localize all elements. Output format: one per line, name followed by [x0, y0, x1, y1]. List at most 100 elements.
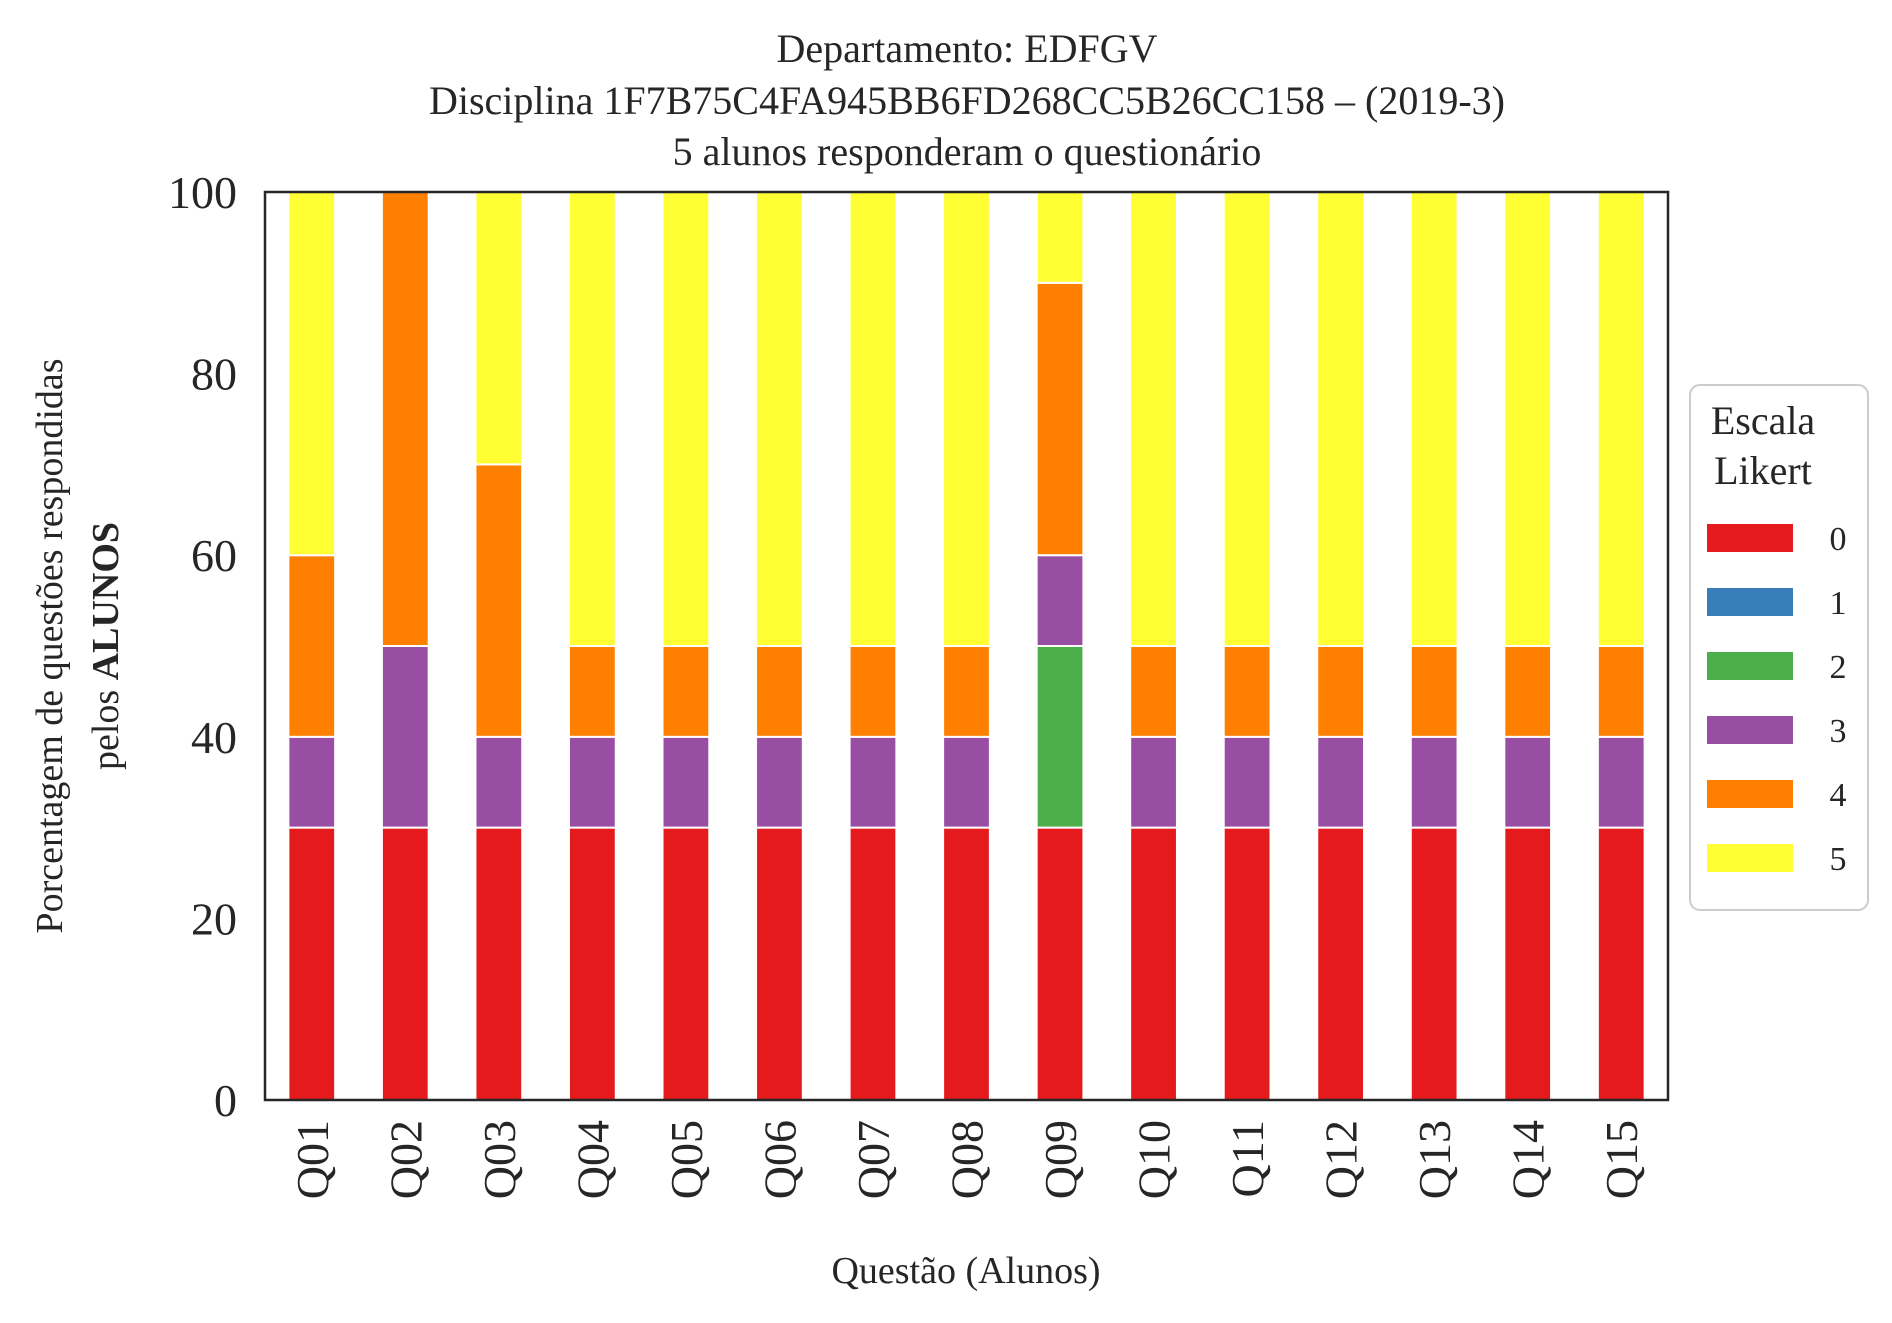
bar-Q11-level-3	[1222, 735, 1272, 829]
bar-Q14-level-4	[1503, 645, 1553, 738]
x-tick-label: Q06	[754, 1120, 805, 1199]
bar-Q15-level-5	[1596, 191, 1646, 647]
x-tick-label: Q13	[1409, 1120, 1460, 1199]
bar-Q10-level-0	[1129, 826, 1178, 1101]
bar-Q12-level-0	[1316, 826, 1366, 1101]
bar-Q13-level-5	[1409, 191, 1459, 647]
bar-Q09-level-3	[1035, 554, 1085, 648]
bar-Q02-level-3	[380, 645, 430, 829]
bar-Q04-level-0	[567, 826, 617, 1101]
y-axis-label-line-2: pelos ALUNOS	[85, 522, 127, 770]
bar-Q13-level-0	[1409, 826, 1459, 1101]
legend: Escala Likert 0 1 2 3 4 5	[1689, 384, 1869, 911]
y-axis-ticks: 0 20 40 60 80 100	[168, 167, 237, 1126]
bar-Q09-level-5	[1035, 191, 1085, 284]
bar-Q12-level-4	[1316, 645, 1366, 738]
bar-Q15-level-3	[1596, 735, 1646, 829]
bar-Q05-level-0	[661, 826, 711, 1101]
bar-Q10-level-4	[1129, 645, 1178, 738]
bar-Q07-level-5	[848, 191, 898, 647]
y-axis-label-line-1: Porcentagem de questões respondidas	[29, 358, 71, 933]
bar-Q13-level-3	[1409, 735, 1459, 829]
bar-Q13-level-4	[1409, 645, 1459, 738]
bar-Q06-level-5	[755, 191, 804, 647]
legend-title-line-2: Likert	[1714, 448, 1812, 493]
legend-swatch-4	[1707, 780, 1793, 808]
y-tick-label: 20	[191, 893, 237, 944]
bar-Q07-level-3	[848, 735, 898, 829]
bar-Q03-level-3	[474, 735, 524, 829]
bar-Q05-level-4	[661, 645, 711, 738]
x-tick-label: Q10	[1129, 1120, 1180, 1199]
bar-Q11-level-0	[1222, 826, 1272, 1101]
bar-Q11-level-4	[1222, 645, 1272, 738]
bars-group	[287, 191, 1646, 1101]
legend-label-1: 1	[1830, 585, 1847, 622]
legend-label-0: 0	[1830, 521, 1847, 558]
y-axis-label-prefix: pelos	[85, 680, 127, 770]
legend-items: 0 1 2 3 4 5	[1707, 521, 1847, 878]
legend-title-line-1: Escala	[1711, 398, 1816, 443]
bar-Q07-level-0	[848, 826, 898, 1101]
x-tick-label: Q01	[287, 1120, 338, 1199]
chart-title-line-1: Departamento: EDFGV	[776, 26, 1157, 71]
y-tick-label: 0	[214, 1075, 237, 1126]
y-axis-label: Porcentagem de questões respondidas pelo…	[29, 358, 127, 933]
bar-Q11-level-5	[1222, 191, 1272, 647]
legend-swatch-5	[1707, 844, 1793, 872]
bar-Q04-level-3	[567, 735, 617, 829]
legend-label-4: 4	[1830, 777, 1847, 814]
y-tick-label: 60	[191, 530, 237, 581]
chart-title-line-2: Disciplina 1F7B75C4FA945BB6FD268CC5B26CC…	[429, 78, 1505, 123]
bar-Q05-level-5	[661, 191, 711, 647]
bar-Q10-level-3	[1129, 735, 1178, 829]
legend-box	[1689, 384, 1869, 911]
bar-Q12-level-3	[1316, 735, 1366, 829]
x-tick-label: Q05	[661, 1120, 712, 1199]
legend-swatch-2	[1707, 652, 1793, 680]
bar-Q10-level-5	[1129, 191, 1178, 647]
bar-Q12-level-5	[1316, 191, 1366, 647]
bar-Q15-level-0	[1596, 826, 1646, 1101]
legend-swatch-1	[1707, 588, 1793, 616]
bar-Q14-level-5	[1503, 191, 1553, 647]
x-tick-label: Q12	[1316, 1120, 1367, 1199]
bar-Q08-level-0	[942, 826, 991, 1101]
bar-Q07-level-4	[848, 645, 898, 738]
bar-Q01-level-4	[287, 554, 337, 738]
bar-Q08-level-4	[942, 645, 991, 738]
legend-label-5: 5	[1830, 841, 1847, 878]
x-axis-ticks: Q01 Q02 Q03 Q04 Q05 Q06 Q07 Q08 Q09 Q10 Q11 Q12 Q13 Q…	[287, 1120, 1647, 1199]
y-tick-label: 100	[168, 167, 237, 218]
bar-Q02-level-4	[380, 191, 430, 647]
x-axis-label: Questão (Alunos)	[831, 1250, 1100, 1292]
legend-label-3: 3	[1830, 713, 1847, 750]
legend-swatch-0	[1707, 524, 1793, 552]
x-tick-label: Q15	[1596, 1120, 1647, 1199]
x-tick-label: Q14	[1503, 1120, 1554, 1199]
bar-Q09-level-0	[1035, 826, 1085, 1101]
bar-Q09-level-2	[1035, 645, 1085, 829]
legend-swatch-3	[1707, 716, 1793, 744]
x-tick-label: Q08	[942, 1120, 993, 1199]
bar-Q03-level-4	[474, 463, 524, 738]
bar-Q03-level-0	[474, 826, 524, 1101]
bar-Q05-level-3	[661, 735, 711, 829]
bar-Q04-level-4	[567, 645, 617, 738]
x-tick-label: Q07	[848, 1120, 899, 1199]
bar-Q14-level-0	[1503, 826, 1553, 1101]
bar-Q15-level-4	[1596, 645, 1646, 738]
y-tick-label: 40	[191, 712, 237, 763]
x-tick-label: Q09	[1035, 1120, 1086, 1199]
bar-Q04-level-5	[567, 191, 617, 647]
chart-title-line-3: 5 alunos responderam o questionário	[673, 129, 1262, 174]
plot-frame	[263, 190, 1670, 1102]
x-tick-label: Q11	[1222, 1120, 1273, 1198]
legend-label-2: 2	[1830, 649, 1847, 686]
bar-Q14-level-3	[1503, 735, 1553, 829]
bar-Q06-level-0	[755, 826, 804, 1101]
bar-Q06-level-4	[755, 645, 804, 738]
bar-Q08-level-5	[942, 191, 991, 647]
bar-Q01-level-5	[287, 191, 337, 557]
